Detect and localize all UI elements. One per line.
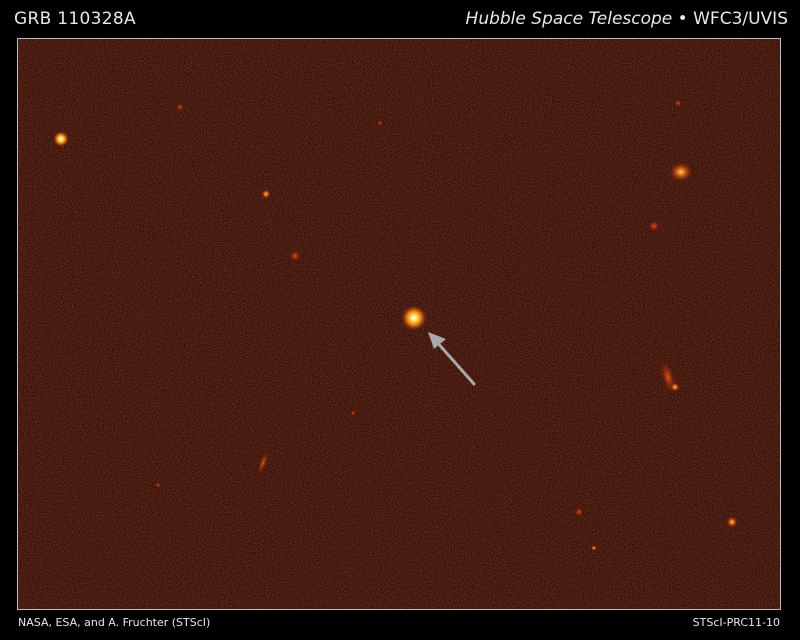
faint-source <box>648 220 660 232</box>
star-field <box>18 39 780 609</box>
galaxy-upper-right <box>669 162 693 182</box>
header: GRB 110328A Hubble Space Telescope • WFC… <box>0 0 800 38</box>
pointer-arrow-icon <box>428 332 476 386</box>
faint-source <box>591 545 597 551</box>
faint-source <box>674 99 682 107</box>
image-credit: NASA, ESA, and A. Fruchter (STScI) <box>18 616 211 629</box>
faint-source <box>350 410 356 416</box>
star-lower-right <box>726 516 738 528</box>
faint-source <box>176 103 184 111</box>
star-bright-left <box>53 131 69 147</box>
release-id: STScI-PRC11-10 <box>692 616 780 629</box>
telescope-image <box>17 38 781 610</box>
star-small-left <box>261 189 271 199</box>
faint-galaxy <box>256 449 270 477</box>
telescope-name: Hubble Space Telescope <box>465 9 673 29</box>
faint-source <box>670 382 680 392</box>
faint-source <box>289 250 301 262</box>
instrument-caption: Hubble Space Telescope • WFC3/UVIS <box>466 9 788 29</box>
faint-source <box>377 120 383 126</box>
object-name: GRB 110328A <box>14 9 136 29</box>
grb-source <box>401 305 427 331</box>
instrument-name: WFC3/UVIS <box>693 9 788 29</box>
faint-source <box>155 482 161 488</box>
caption-separator: • <box>677 9 688 29</box>
faint-source <box>574 507 584 517</box>
sky-noise <box>18 39 780 609</box>
